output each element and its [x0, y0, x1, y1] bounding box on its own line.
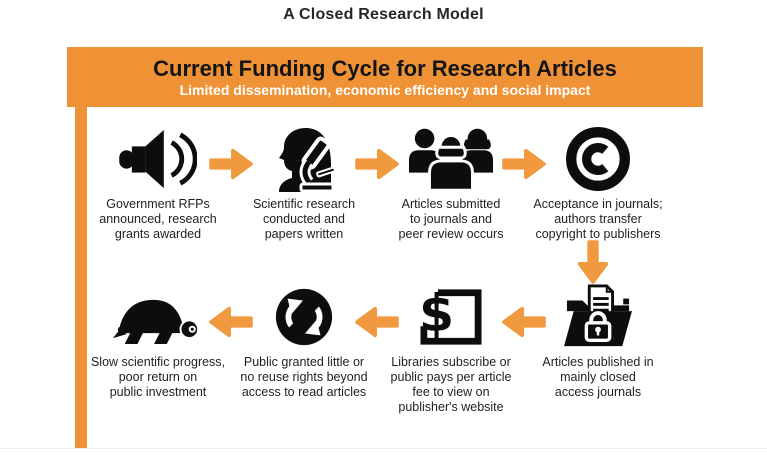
- researcher-microscope-icon: [222, 124, 386, 194]
- step-caption: Public granted little or no reuse rights…: [240, 355, 368, 399]
- arrow-left-icon: [502, 304, 546, 340]
- step-scientific-research: Scientific research conducted and papers…: [222, 124, 386, 242]
- page-title: A Closed Research Model: [283, 6, 484, 23]
- paywall-dollar-icon: $: [369, 282, 533, 352]
- arrow-right-icon: [355, 146, 399, 182]
- arrow-right-icon: [502, 146, 546, 182]
- step-caption: Slow scientific progress, poor return on…: [90, 355, 226, 399]
- turtle-icon-svg: [112, 299, 200, 344]
- arrow-left-icon: [355, 304, 399, 340]
- step-caption: Acceptance in journals; authors transfer…: [533, 197, 663, 241]
- step-caption: Libraries subscribe or public pays per a…: [390, 355, 512, 414]
- copyright-icon-svg: [566, 127, 630, 191]
- locked-folder-icon-svg: [564, 284, 632, 347]
- no-reuse-icon-svg: [275, 288, 333, 346]
- bottom-edge-divider: [0, 448, 767, 449]
- step-closed-access-journals: Articles published in mainly closed acce…: [516, 282, 680, 400]
- panel-left-border: [75, 107, 87, 448]
- people-group-icon: [369, 124, 533, 194]
- step-articles-submitted: Articles submitted to journals and peer …: [369, 124, 533, 242]
- step-libraries-pay: $ Libraries subscribe or public pays per…: [369, 282, 533, 415]
- step-caption: Government RFPs announced, research gran…: [99, 197, 217, 241]
- step-no-reuse-rights: Public granted little or no reuse rights…: [222, 282, 386, 400]
- banner-title: Current Funding Cycle for Research Artic…: [153, 55, 617, 81]
- paywall-dollar-icon-svg: $: [419, 286, 482, 345]
- banner: Current Funding Cycle for Research Artic…: [67, 47, 703, 107]
- step-caption: Articles published in mainly closed acce…: [542, 355, 654, 399]
- step-government-rfps: Government RFPs announced, research gran…: [76, 124, 240, 242]
- step-caption: Articles submitted to journals and peer …: [398, 197, 504, 241]
- no-reuse-icon: [222, 282, 386, 352]
- step-acceptance-copyright: Acceptance in journals; authors transfer…: [516, 124, 680, 242]
- arrow-down-icon: [571, 240, 615, 284]
- researcher-icon-svg: [279, 128, 336, 192]
- arrow-left-icon: [209, 304, 253, 340]
- banner-subtitle: Limited dissemination, economic efficien…: [179, 81, 591, 98]
- copyright-icon: [516, 124, 680, 194]
- arrow-right-icon: [209, 146, 253, 182]
- people-icon-svg: [408, 128, 494, 191]
- step-slow-progress: Slow scientific progress, poor return on…: [76, 282, 240, 400]
- locked-folder-icon: [516, 282, 680, 352]
- megaphone-icon-svg: [119, 129, 197, 189]
- megaphone-icon: [76, 124, 240, 194]
- svg-text:$: $: [419, 286, 454, 343]
- step-caption: Scientific research conducted and papers…: [252, 197, 356, 241]
- turtle-icon: [76, 282, 240, 352]
